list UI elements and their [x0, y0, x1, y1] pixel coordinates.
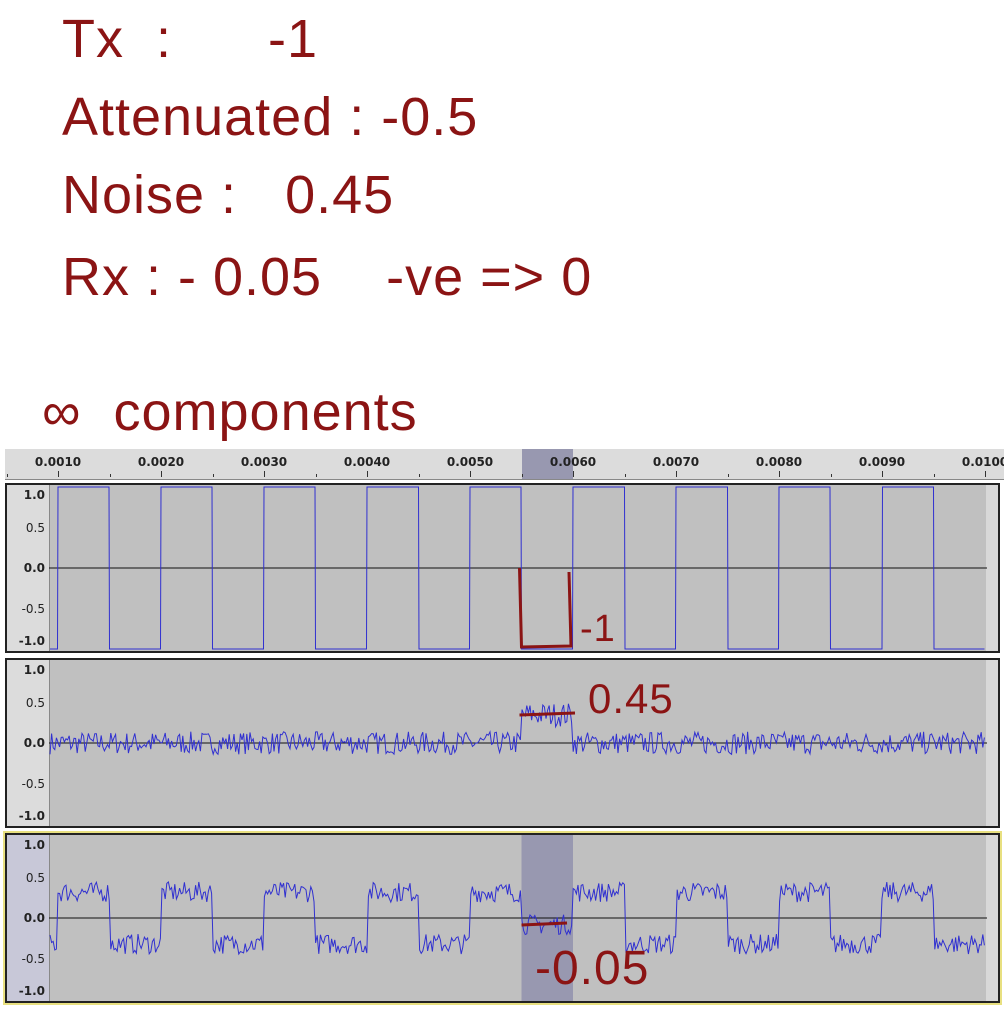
tick-label: 0.0030 [240, 455, 288, 469]
note-components: ∞ components [42, 382, 418, 442]
amplitude-ruler: 1.0 0.5 0.0 -0.5 -1.0 [7, 660, 50, 826]
note-noise: Noise : 0.45 [62, 165, 395, 225]
tick-label: 0.0060 [549, 455, 597, 469]
tick-mark [367, 471, 368, 477]
tick-label: 0.0010 [34, 455, 82, 469]
tick-mark [728, 474, 729, 477]
tick-label: 0.0070 [652, 455, 700, 469]
amplitude-label: -0.5 [21, 601, 45, 616]
amplitude-ruler: 1.0 0.5 0.0 -0.5 -1.0 [7, 485, 50, 651]
amplitude-label: 1.0 [23, 663, 45, 677]
amplitude-label: 0.5 [25, 870, 45, 885]
note-rx: Rx : - 0.05 -ve => 0 [62, 247, 593, 307]
ink-mark [519, 711, 576, 717]
amplitude-label: -0.5 [21, 776, 45, 791]
amplitude-ruler: 1.0 0.5 0.0 -0.5 -1.0 [7, 835, 50, 1001]
amplitude-label: 0.0 [23, 736, 45, 750]
tick-mark [985, 471, 986, 477]
tick-mark [419, 474, 420, 477]
amplitude-label: 1.0 [23, 838, 45, 852]
timeline-ruler[interactable]: 0.0010 0.0020 0.0030 0.0040 0.0050 0.0060 0.00… [5, 449, 1004, 480]
tick-mark [58, 471, 59, 477]
tick-mark [264, 471, 265, 477]
ruler-selection[interactable] [521, 449, 573, 479]
note-tx: Tx : -1 [62, 9, 319, 69]
tick-mark [831, 474, 832, 477]
track-noise[interactable]: 1.0 0.5 0.0 -0.5 -1.0 [5, 658, 1000, 828]
tick-mark [779, 471, 780, 477]
waveform[interactable] [7, 660, 1000, 826]
amplitude-label: -1.0 [18, 634, 45, 648]
tick-mark [934, 474, 935, 477]
amplitude-label: 0.0 [23, 911, 45, 925]
ink-mark [518, 567, 573, 649]
tick-mark [161, 471, 162, 477]
tick-label: 0.0080 [755, 455, 803, 469]
ink-mark [521, 921, 568, 927]
amplitude-label: 0.5 [25, 695, 45, 710]
tick-mark [625, 474, 626, 477]
tick-label: 0.0040 [343, 455, 391, 469]
tick-mark [110, 474, 111, 477]
track-scrollbar[interactable] [986, 485, 998, 651]
tick-mark [522, 474, 523, 477]
tick-mark [882, 471, 883, 477]
amplitude-label: 0.5 [25, 520, 45, 535]
track-rx[interactable]: 1.0 0.5 0.0 -0.5 -1.0 [3, 831, 1002, 1005]
tick-mark [470, 471, 471, 477]
waveform[interactable] [7, 835, 1000, 1001]
waveform[interactable] [7, 485, 1000, 651]
tick-label: 0.0020 [137, 455, 185, 469]
tick-mark [213, 474, 214, 477]
track-scrollbar[interactable] [986, 835, 998, 1001]
amplitude-label: 0.0 [23, 561, 45, 575]
waveform-line [50, 486, 985, 650]
annotation-tx: -1 [580, 608, 616, 650]
tick-mark [316, 474, 317, 477]
amplitude-label: -1.0 [18, 809, 45, 823]
amplitude-label: 1.0 [23, 488, 45, 502]
track-tx[interactable]: 1.0 0.5 0.0 -0.5 -1.0 [5, 483, 1000, 653]
waveform-line [49, 703, 985, 756]
tick-label: 0.0090 [858, 455, 906, 469]
amplitude-label: -0.5 [21, 951, 45, 966]
waveform-line [49, 880, 985, 956]
note-attenuated: Attenuated : -0.5 [62, 87, 479, 147]
tick-mark [676, 471, 677, 477]
annotation-rx: -0.05 [535, 942, 650, 995]
tick-mark [7, 474, 8, 477]
tick-mark [573, 471, 574, 477]
tick-label: 0.0050 [446, 455, 494, 469]
annotation-noise: 0.45 [588, 675, 674, 722]
tick-label: 0.0100 [961, 455, 1004, 469]
track-scrollbar[interactable] [986, 660, 998, 826]
amplitude-label: -1.0 [18, 984, 45, 998]
